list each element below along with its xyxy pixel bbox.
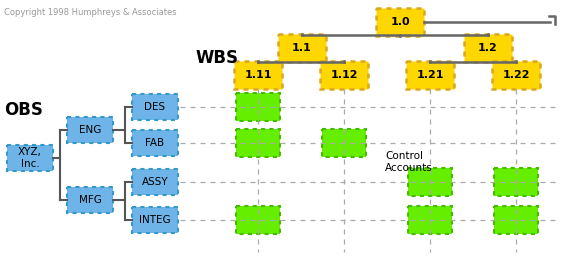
Text: MFG: MFG bbox=[78, 195, 102, 205]
Text: 1.22: 1.22 bbox=[502, 70, 530, 80]
Text: 1.11: 1.11 bbox=[244, 70, 272, 80]
Text: ENG: ENG bbox=[79, 125, 101, 135]
Text: 1.12: 1.12 bbox=[330, 70, 358, 80]
Bar bbox=[376, 8, 424, 36]
Bar bbox=[7, 145, 53, 171]
Bar bbox=[132, 169, 178, 195]
Bar bbox=[132, 94, 178, 120]
Text: 1.0: 1.0 bbox=[390, 17, 410, 27]
Bar bbox=[132, 207, 178, 233]
Bar bbox=[494, 168, 538, 196]
Text: XYZ,
Inc.: XYZ, Inc. bbox=[18, 147, 42, 169]
Bar bbox=[494, 206, 538, 234]
Text: WBS: WBS bbox=[195, 49, 238, 67]
Text: OBS: OBS bbox=[4, 101, 43, 119]
Bar bbox=[464, 34, 512, 62]
Bar bbox=[492, 61, 540, 89]
Text: FAB: FAB bbox=[145, 138, 165, 148]
Text: ASSY: ASSY bbox=[141, 177, 168, 187]
Bar bbox=[67, 187, 113, 213]
Bar bbox=[322, 129, 366, 157]
Text: 1.21: 1.21 bbox=[416, 70, 444, 80]
Text: Control
Accounts: Control Accounts bbox=[385, 151, 433, 173]
Bar bbox=[408, 168, 452, 196]
Bar bbox=[320, 61, 368, 89]
Text: 1.1: 1.1 bbox=[292, 43, 312, 53]
Bar bbox=[67, 117, 113, 143]
Bar bbox=[406, 61, 454, 89]
Text: 1.2: 1.2 bbox=[478, 43, 498, 53]
Bar bbox=[236, 93, 280, 121]
Text: INTEG: INTEG bbox=[139, 215, 171, 225]
Text: Copyright 1998 Humphreys & Associates: Copyright 1998 Humphreys & Associates bbox=[4, 8, 177, 17]
Bar bbox=[236, 129, 280, 157]
Bar bbox=[278, 34, 326, 62]
Bar bbox=[236, 206, 280, 234]
Bar bbox=[408, 206, 452, 234]
Bar bbox=[132, 130, 178, 156]
Bar bbox=[234, 61, 282, 89]
Text: DES: DES bbox=[144, 102, 165, 112]
